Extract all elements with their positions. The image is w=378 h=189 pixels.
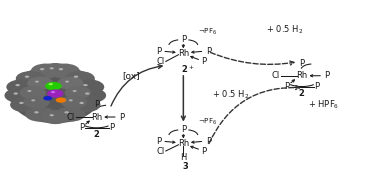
Circle shape (65, 81, 69, 83)
Text: P: P (206, 47, 211, 56)
Text: $\neg$PF$_6$: $\neg$PF$_6$ (198, 27, 217, 37)
Circle shape (43, 96, 52, 101)
Circle shape (41, 63, 70, 77)
Circle shape (28, 90, 31, 92)
Circle shape (15, 84, 20, 86)
Text: P: P (201, 57, 207, 67)
Text: + HPF$_6$: + HPF$_6$ (308, 99, 339, 111)
Circle shape (47, 89, 64, 98)
Circle shape (19, 102, 24, 104)
Circle shape (40, 68, 44, 70)
Circle shape (48, 83, 53, 85)
Text: P: P (284, 82, 290, 91)
Text: Rh: Rh (296, 71, 308, 80)
Text: P: P (79, 123, 84, 132)
Circle shape (65, 86, 91, 99)
Circle shape (50, 64, 80, 79)
Circle shape (50, 114, 54, 116)
Circle shape (14, 92, 18, 95)
Circle shape (79, 102, 84, 104)
Circle shape (5, 88, 35, 103)
Text: P: P (299, 59, 305, 68)
Circle shape (85, 92, 90, 95)
Text: + 0.5 H$_2$: + 0.5 H$_2$ (266, 23, 304, 36)
Circle shape (69, 99, 73, 101)
Circle shape (57, 77, 84, 90)
Text: H: H (180, 153, 186, 162)
Text: Cl: Cl (271, 71, 280, 80)
Text: $\mathbf{2}$: $\mathbf{2}$ (298, 87, 305, 98)
Text: Rh: Rh (178, 49, 189, 58)
Circle shape (25, 76, 29, 78)
Circle shape (27, 77, 53, 90)
Circle shape (74, 80, 104, 94)
Circle shape (41, 110, 70, 124)
Text: P: P (201, 147, 207, 156)
Text: P: P (109, 123, 115, 132)
Circle shape (16, 71, 46, 86)
Text: P: P (156, 47, 161, 56)
Circle shape (76, 88, 106, 103)
Circle shape (55, 107, 85, 122)
Text: P: P (314, 82, 320, 91)
Text: Cl: Cl (66, 112, 74, 122)
Circle shape (31, 99, 35, 101)
Circle shape (51, 91, 55, 93)
Text: P: P (181, 125, 186, 134)
Circle shape (56, 98, 66, 103)
Text: P: P (94, 100, 99, 109)
Text: Rh: Rh (178, 139, 189, 148)
Text: + 0.5 H$_2$: + 0.5 H$_2$ (212, 88, 249, 101)
Circle shape (25, 107, 55, 122)
Circle shape (83, 84, 88, 86)
Text: Cl: Cl (156, 57, 165, 67)
Circle shape (23, 95, 50, 108)
Text: P: P (206, 137, 211, 146)
Text: P: P (119, 112, 124, 122)
Circle shape (10, 97, 40, 112)
Circle shape (74, 76, 78, 78)
Circle shape (20, 86, 46, 99)
Circle shape (65, 71, 95, 86)
Text: P: P (156, 137, 161, 146)
Text: $\mathbf{2}^+$: $\mathbf{2}^+$ (181, 63, 195, 75)
Circle shape (64, 111, 69, 113)
Circle shape (45, 82, 62, 90)
Text: [ox]: [ox] (122, 71, 139, 80)
Circle shape (70, 97, 101, 112)
Text: $\mathbf{3}$: $\mathbf{3}$ (182, 160, 189, 171)
Circle shape (31, 64, 61, 79)
Circle shape (59, 68, 63, 70)
Text: P: P (181, 35, 186, 44)
Circle shape (35, 81, 39, 83)
Text: Rh: Rh (91, 112, 102, 122)
Ellipse shape (10, 66, 101, 123)
Text: $\neg$PF$_6$: $\neg$PF$_6$ (198, 117, 217, 127)
Circle shape (73, 90, 77, 92)
Text: $\mathbf{2}$: $\mathbf{2}$ (93, 128, 100, 139)
Circle shape (34, 111, 39, 113)
Circle shape (61, 95, 87, 108)
Text: P: P (324, 71, 329, 80)
Circle shape (50, 67, 54, 69)
Circle shape (6, 80, 36, 94)
Text: Cl: Cl (156, 147, 165, 156)
